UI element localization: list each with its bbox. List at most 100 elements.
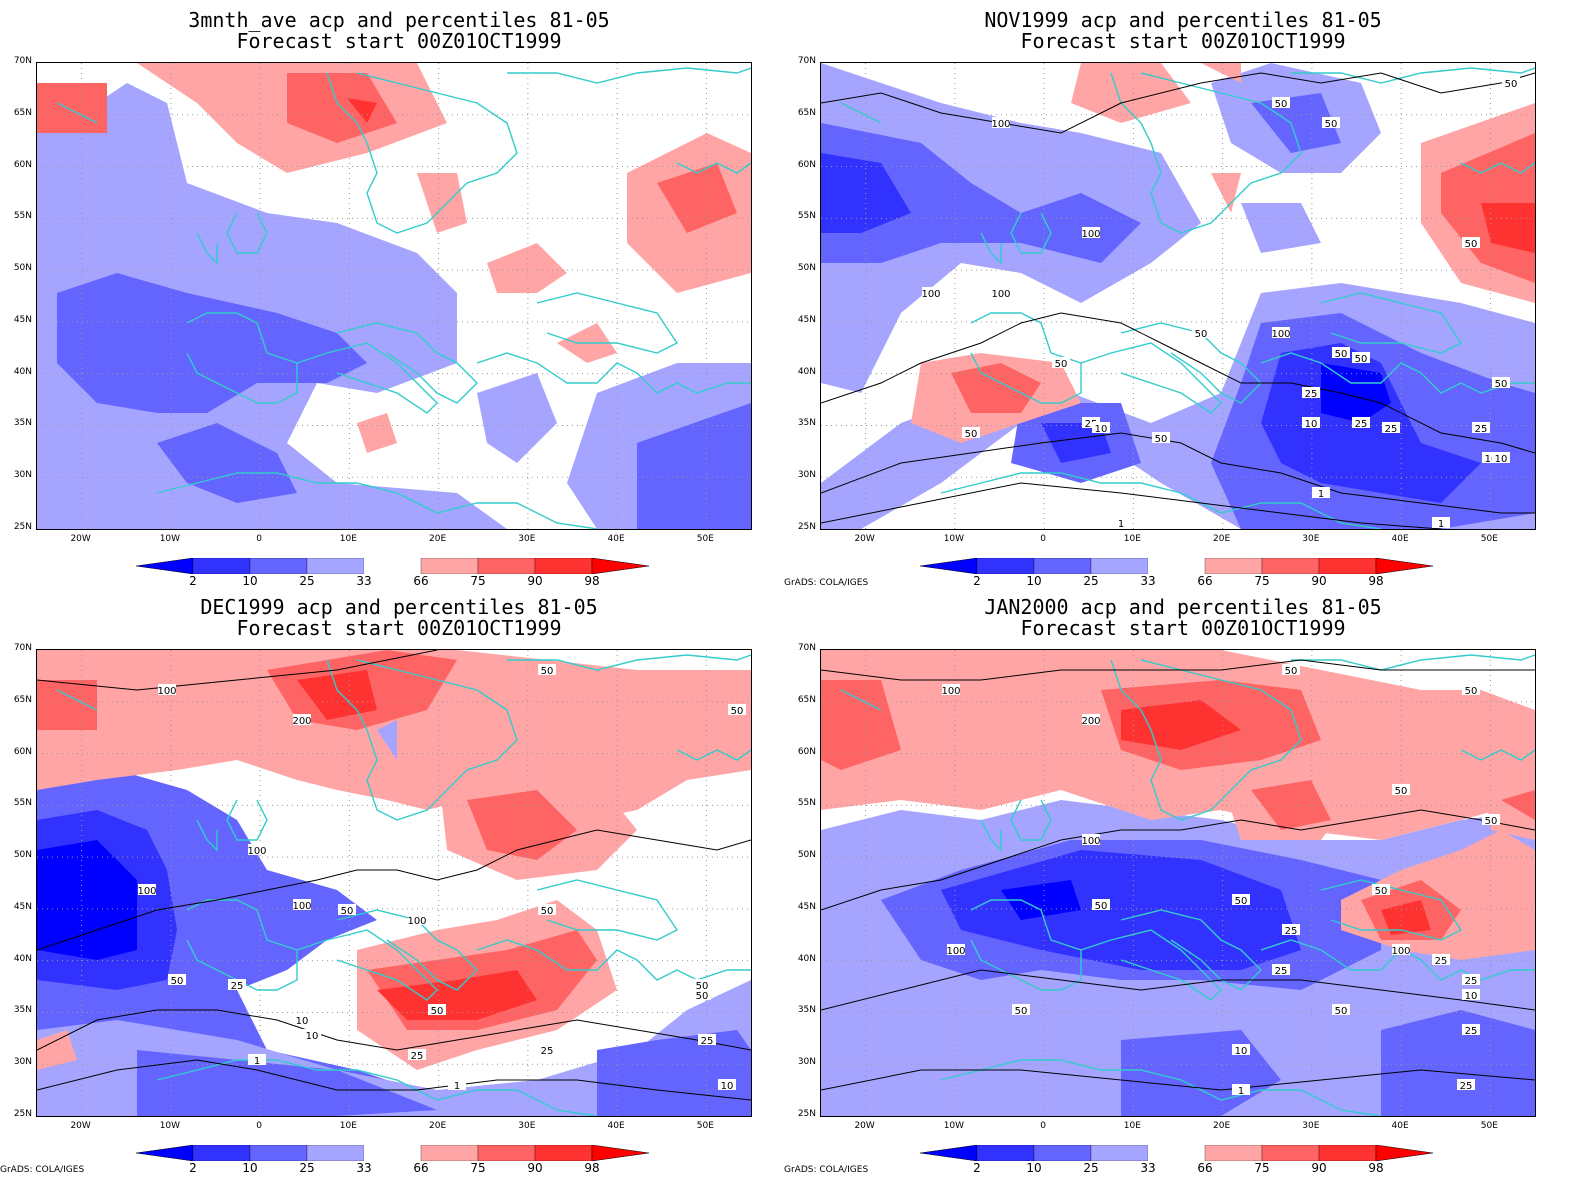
shaded-region — [157, 423, 297, 503]
coastline — [1010, 212, 1052, 254]
contour-label-bg — [228, 979, 246, 990]
lat-label: 30N — [13, 1057, 32, 1068]
colorbar — [920, 1145, 1434, 1161]
lat-label: 35N — [13, 418, 32, 429]
contour-label: 25 — [1465, 1026, 1478, 1037]
contour-label: 50 — [1465, 686, 1478, 697]
contour-label-bg — [138, 884, 156, 895]
lon-label: 10W — [159, 534, 181, 544]
colorbar-tick-label: 98 — [1368, 1161, 1384, 1175]
shaded-region — [37, 840, 137, 960]
colorbar-tick-label: 25 — [299, 1161, 315, 1175]
colorbar-segment — [364, 1145, 421, 1161]
contour-label-bg — [428, 1004, 446, 1015]
map-panel-nov1999: NOV1999 acp and percentiles 81-05 Foreca… — [784, 0, 1582, 598]
contour-label-bg — [1382, 422, 1400, 433]
colorbar-tick-label: 98 — [584, 574, 600, 588]
colorbar — [136, 558, 650, 574]
contour-label: 25 — [701, 1036, 714, 1047]
contour-label: 100 — [921, 289, 940, 300]
contour-label: 50 — [731, 706, 744, 717]
contour-label: 1 — [454, 1081, 460, 1092]
lat-label: 45N — [13, 901, 32, 912]
contour-label-bg — [1302, 387, 1320, 398]
colorbar-segment — [976, 1145, 1035, 1161]
colorbar-tick-label: 10 — [242, 1161, 258, 1175]
contour-line — [821, 432, 1535, 514]
shaded-region — [951, 363, 1041, 413]
lon-label: 10E — [339, 534, 357, 544]
coastline — [1110, 659, 1302, 821]
coastline — [1320, 879, 1463, 941]
shaded-region — [1381, 900, 1431, 935]
contour-label: 50 — [1335, 1006, 1348, 1017]
lat-label: 35N — [797, 1005, 816, 1016]
lat-label: 30N — [797, 470, 816, 481]
shaded-region — [821, 123, 1141, 263]
coastline — [1080, 929, 1222, 1001]
colorbar-segment — [1148, 558, 1205, 574]
lat-label: 65N — [797, 107, 816, 118]
shaded-region — [467, 790, 577, 860]
contour-label: 50 — [696, 991, 709, 1002]
shaded-region — [637, 730, 727, 780]
contour-label: 50 — [1155, 434, 1168, 445]
contour-label: 50 — [1275, 99, 1288, 110]
shaded-region — [1321, 363, 1391, 423]
coastline — [226, 212, 268, 254]
contour-label-bg — [698, 1034, 716, 1045]
contour-label-bg — [338, 904, 356, 915]
map-canvas: 100 50 50 200 50 100 50 50 50 50 25 25 100 25 100 50 25 5… — [821, 650, 1535, 1116]
contour-label-bg — [1482, 814, 1500, 825]
contour-label: 25 — [1435, 956, 1448, 967]
shaded-region — [1241, 203, 1321, 253]
lat-label: 65N — [13, 107, 32, 118]
colorbar-segment — [477, 558, 536, 574]
contour-label-bg — [538, 904, 556, 915]
contour-label-bg — [158, 684, 176, 695]
contour-label-bg — [293, 714, 311, 725]
shaded-region — [37, 680, 97, 730]
colorbar-tick-label: 25 — [299, 574, 315, 588]
contour-label: 50 — [1505, 79, 1518, 90]
contour-label-bg — [1352, 352, 1370, 363]
coastline — [326, 659, 518, 821]
coastline — [840, 102, 882, 124]
coastline — [156, 1059, 598, 1116]
lat-label: 55N — [797, 798, 816, 809]
lon-label: 10E — [339, 1121, 357, 1131]
contour-label: 10 — [296, 1016, 309, 1027]
panel-subtitle: Forecast start 00Z01OCT1999 — [1020, 29, 1346, 53]
colorbar-tick-label: 25 — [1083, 1161, 1099, 1175]
map-panel-jan2000: JAN2000 acp and percentiles 81-05 Foreca… — [784, 587, 1582, 1185]
lat-label: 65N — [13, 694, 32, 705]
lat-label: 45N — [797, 901, 816, 912]
shaded-region — [1181, 890, 1261, 960]
shaded-region — [657, 163, 737, 233]
coastline — [980, 232, 1002, 265]
lat-label: 40N — [797, 366, 816, 377]
coastline — [1460, 162, 1535, 174]
lat-label: 45N — [13, 314, 32, 325]
contour-label-bg — [1462, 237, 1480, 248]
shaded-region — [821, 1000, 1535, 1116]
coastline — [507, 654, 751, 671]
colorbar-tick-label: 33 — [1140, 1161, 1156, 1175]
lon-label: 20E — [1213, 1121, 1231, 1131]
lat-label: 50N — [13, 850, 32, 861]
lon-label: 0 — [1040, 534, 1046, 544]
contour-label: 25 — [1460, 1081, 1473, 1092]
shaded-region — [37, 83, 107, 133]
contour-label-bg — [1372, 884, 1390, 895]
contour-label: 50 — [1285, 666, 1298, 677]
lat-label: 30N — [797, 1057, 816, 1068]
contour-label: 50 — [1465, 239, 1478, 250]
colorbar-segment — [1033, 1145, 1092, 1161]
contour-label: 50 — [431, 1006, 444, 1017]
contour-line — [37, 829, 751, 951]
colorbar-segment — [1261, 558, 1320, 574]
colorbar-segment — [192, 558, 251, 574]
lon-label: 0 — [256, 534, 262, 544]
lon-label: 0 — [256, 1121, 262, 1131]
lon-label: 20W — [854, 534, 875, 544]
